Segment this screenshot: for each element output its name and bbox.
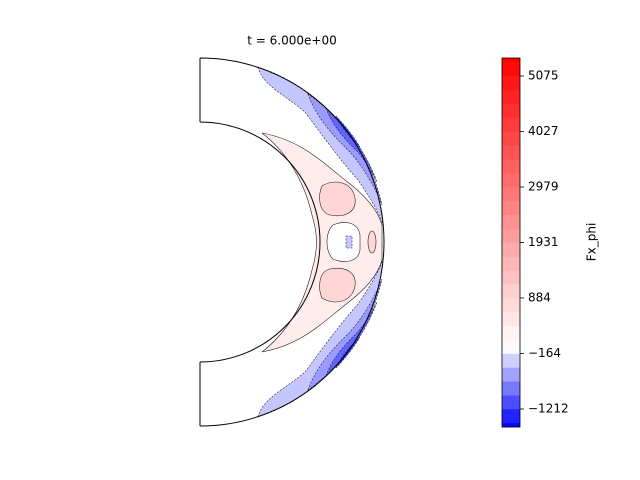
colorbar-band <box>502 395 520 410</box>
colorbar-band <box>502 325 520 340</box>
colorbar-band <box>502 297 520 313</box>
colorbar-band <box>502 339 520 354</box>
colorbar-label: Fx_phi <box>585 223 599 262</box>
colorbar-band <box>502 58 520 63</box>
contour-field <box>199 57 385 427</box>
positive-region <box>367 230 377 254</box>
neutral-region <box>326 222 361 262</box>
colorbar-band <box>502 270 520 285</box>
colorbar-band <box>502 159 520 174</box>
plot-title: t = 6.000e+00 <box>247 34 336 48</box>
colorbar-band <box>502 422 520 428</box>
colorbar-band <box>502 103 520 118</box>
colorbar-band <box>502 131 520 146</box>
colorbar-tick-label: 884 <box>528 290 551 304</box>
colorbar-band <box>502 311 520 327</box>
colorbar-band <box>502 62 520 77</box>
colorbar-band <box>502 242 520 257</box>
colorbar-band <box>502 367 520 382</box>
colorbar-band <box>502 76 520 91</box>
colorbar-band <box>502 228 520 243</box>
colorbar-tick-label: −1212 <box>528 401 569 415</box>
colorbar-band <box>502 381 520 396</box>
colorbar-band <box>502 187 520 202</box>
colorbar-band <box>502 408 520 424</box>
colorbar <box>502 58 520 428</box>
colorbar-band <box>502 256 520 271</box>
colorbar-tick-label: 1931 <box>528 235 559 249</box>
colorbar-tick-label: 2979 <box>528 180 559 194</box>
colorbar-band <box>502 200 520 216</box>
colorbar-band <box>502 173 520 188</box>
positive-region <box>319 267 356 303</box>
domain-outline <box>199 57 385 427</box>
colorbar-band <box>502 89 520 105</box>
colorbar-band <box>502 214 520 229</box>
colorbar-band <box>502 353 520 368</box>
colorbar-tick-label: 4027 <box>528 124 559 138</box>
colorbar-band <box>502 145 520 160</box>
negative-region <box>345 235 353 249</box>
colorbar-tick-label: 5075 <box>528 69 559 83</box>
colorbar-tick-label: −164 <box>528 346 561 360</box>
colorbar-band <box>502 284 520 299</box>
positive-region <box>261 132 383 353</box>
colorbar-band <box>502 117 520 132</box>
positive-region <box>319 181 356 217</box>
